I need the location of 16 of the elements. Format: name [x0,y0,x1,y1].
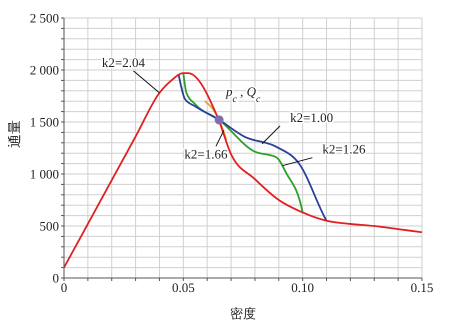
x-tick-label: 0.10 [291,280,314,296]
x-tick-label: 0.05 [172,280,195,296]
y-tick-label: 2 500 [30,10,59,26]
line-series [64,72,422,268]
x-tick-label: 0.15 [410,280,434,296]
y-tick-label: 1 500 [30,114,59,130]
annotation: k2=2.04 [102,54,146,70]
y-tick-label: 500 [40,218,59,234]
annotation: k2=1.00 [290,110,334,125]
annotation: p$_{c}$ , Q$_{c}$ [224,84,261,104]
y-tick-label: 1 000 [30,166,59,182]
annotation: k2=1.26 [322,142,366,157]
y-tick-label: 0 [52,270,59,286]
y-tick-label: 2 000 [30,62,59,78]
x-axis-title: 密度 [230,306,256,321]
annotation: k2=1.66 [184,146,228,162]
